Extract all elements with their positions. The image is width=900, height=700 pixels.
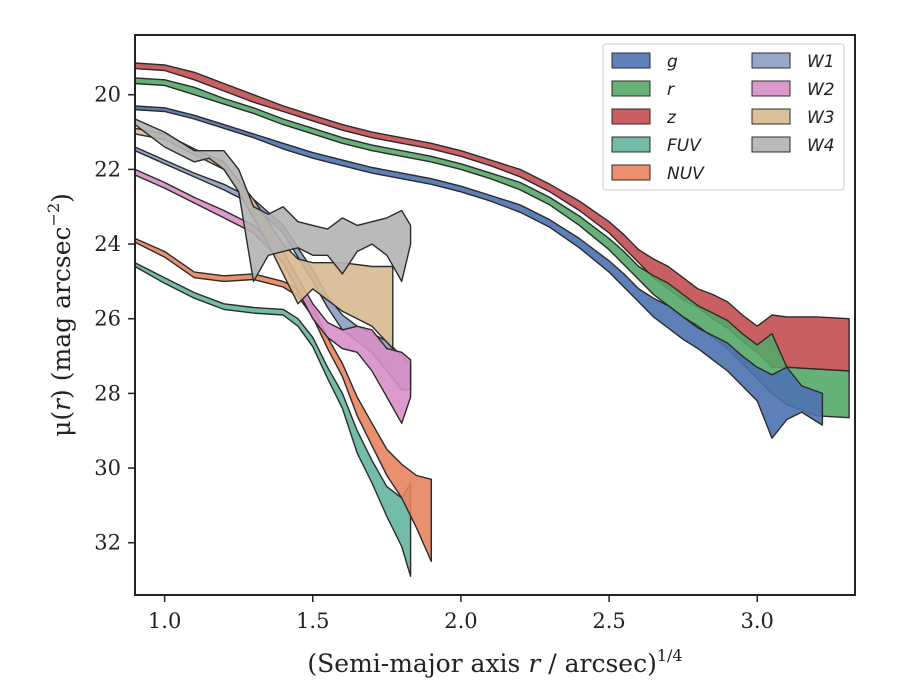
legend-label-z: z — [666, 108, 677, 128]
legend-swatch-z — [611, 108, 651, 125]
legend-label-w2: W2 — [807, 80, 835, 100]
y-axis-label-suffix: ) (mag arcsec — [47, 226, 76, 399]
y-axis-label-close: ) — [47, 193, 76, 203]
legend-label-w3: W3 — [807, 108, 835, 128]
y-axis-label-variable: r — [47, 397, 76, 411]
legend-swatch-fuv — [611, 136, 651, 153]
x-tick-label: 3.0 — [741, 609, 774, 633]
y-tick-label: 26 — [94, 307, 121, 331]
x-axis-ticks: 1.0 1.5 2.0 2.5 3.0 — [148, 595, 774, 633]
y-axis-ticks: 20 22 24 26 28 30 32 — [94, 83, 135, 555]
series-band-g — [134, 105, 824, 439]
y-tick-label: 32 — [94, 531, 121, 555]
legend-swatch-g — [611, 52, 651, 69]
x-tick-label: 2.5 — [592, 609, 625, 633]
series-band-w4 — [134, 118, 412, 283]
series-layer — [134, 62, 850, 577]
y-tick-label: 30 — [94, 456, 121, 480]
legend-swatch-w2 — [751, 80, 791, 97]
y-axis-label-exponent: −2 — [44, 203, 63, 227]
legend-label-g: g — [667, 52, 678, 72]
x-axis-label-prefix: (Semi-major axis — [307, 649, 528, 678]
legend-swatch-w4 — [751, 136, 791, 153]
legend-swatch-w3 — [751, 108, 791, 125]
y-tick-label: 28 — [94, 381, 121, 405]
legend-label-fuv: FUV — [667, 136, 702, 156]
legend-label-nuv: NUV — [667, 164, 705, 184]
legend: grz FUV NUV W1 W2 W3 W4 — [602, 43, 845, 191]
x-axis-label-suffix: / arcsec) — [540, 649, 657, 678]
y-tick-label: 24 — [94, 232, 121, 256]
x-tick-label: 1.0 — [148, 609, 181, 633]
x-tick-label: 2.0 — [444, 609, 477, 633]
y-tick-label: 22 — [94, 157, 121, 181]
plot-frame — [134, 34, 856, 596]
legend-swatch-w1 — [751, 52, 791, 69]
legend-swatch-nuv — [611, 164, 651, 181]
x-tick-label: 1.5 — [296, 609, 329, 633]
x-axis-label-exponent: 1/4 — [657, 646, 683, 665]
x-axis-label: (Semi-major axis r / arcsec)1/4 — [307, 646, 682, 678]
series-band-fuv — [134, 262, 412, 577]
legend-label-r: r — [667, 80, 675, 100]
y-axis-label: μ(r) (mag arcsec−2) — [44, 193, 76, 437]
legend-label-w4: W4 — [807, 136, 835, 156]
x-axis-label-variable: r — [528, 649, 542, 678]
legend-label-w1: W1 — [807, 52, 835, 72]
y-axis-label-prefix: μ( — [47, 411, 76, 437]
legend-swatch-r — [611, 80, 651, 97]
y-tick-label: 20 — [94, 83, 121, 107]
